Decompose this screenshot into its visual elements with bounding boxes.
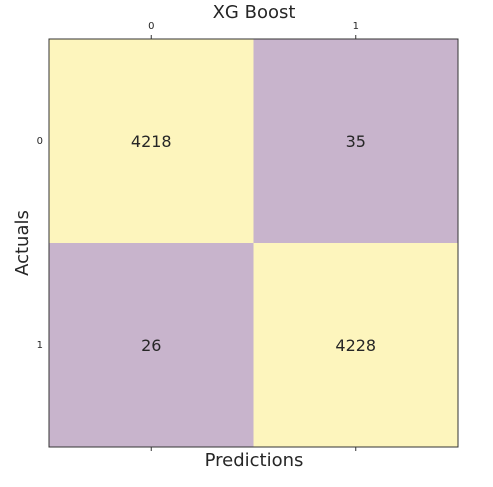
x-tick-label-0: 0 (148, 21, 154, 32)
cell-value-0-0: 4218 (131, 132, 172, 151)
cell-value-1-1: 4228 (335, 336, 376, 355)
heatmap-cell-0-0 (49, 39, 254, 243)
heatmap-cell-0-1 (253, 39, 458, 243)
heatmap-cell-1-0 (49, 243, 254, 447)
y-tick-label-0: 0 (37, 136, 43, 147)
cell-value-1-0: 26 (141, 336, 161, 355)
heatmap-cells (49, 39, 458, 447)
y-axis-label: Actuals (12, 210, 33, 276)
plot-frame (48, 38, 459, 448)
cell-value-0-1: 35 (346, 132, 366, 151)
x-bottom-tick-marks (150, 447, 357, 451)
heatmap-cell-1-1 (253, 243, 458, 447)
x-axis-label: Predictions (205, 450, 304, 471)
x-tick-label-1: 1 (353, 21, 359, 32)
y-tick-label-1: 1 (37, 340, 43, 351)
heatmap-cell-labels: 4218 35 26 4228 (131, 132, 376, 355)
chart-title: XG Boost (213, 2, 296, 23)
y-tick-labels: 01 (37, 136, 43, 351)
